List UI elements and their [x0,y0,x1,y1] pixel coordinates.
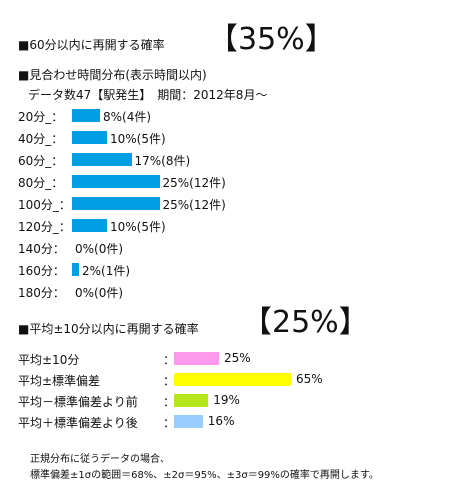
dist-value-label: 17%(8件) [134,154,191,168]
dist-category-label: 140分： [18,242,65,256]
prob-value-label: 65% [296,372,323,386]
dist-category-label: 100分_： [18,198,71,212]
dist-value-label: 2%(1件) [82,264,131,278]
prob-category-label: 平均＋標準偏差より後 [18,416,138,430]
section1-heading: ■60分以内に再開する確率 [18,38,165,52]
prob-colon: ： [163,395,176,409]
dist-value-label: 10%(5件) [110,132,166,146]
section3-heading: ■平均±10分以内に再開する確率 [18,322,199,336]
dist-bar [72,131,107,144]
dist-value-label: 10%(5件) [110,220,166,234]
dist-value-label: 25%(12件) [162,176,226,190]
prob-colon: ： [163,416,176,430]
prob-category-label: 平均±標準偏差 [18,374,101,388]
dist-value-label: 0%(0件) [75,286,124,300]
prob-colon: ： [163,374,176,388]
dist-category-label: 120分_： [18,220,71,234]
prob-value-label: 19% [213,393,240,407]
dist-category-label: 180分： [18,286,65,300]
dist-category-label: 60分_： [18,154,64,168]
dist-bar [72,263,79,276]
prob-colon: ： [163,353,176,367]
section1-big-value: 【35%】 [208,22,335,57]
prob-value-label: 25% [224,351,251,365]
footnote-line2: 標準偏差±1σの範囲＝68%、±2σ＝95%、±3σ＝99%の確率で再開します。 [30,470,379,481]
prob-bar [174,415,203,428]
dist-category-label: 160分： [18,264,65,278]
footnote-line1: 正規分布に従うデータの場合、 [30,454,170,465]
dist-bar [72,109,100,122]
dist-value-label: 8%(4件) [103,110,152,124]
dist-value-label: 25%(12件) [162,198,226,212]
dist-category-label: 40分_： [18,132,64,146]
section3-big-value: 【25%】 [242,305,369,340]
dist-bar [72,219,107,232]
section2-heading: ■見合わせ時間分布(表示時間以内) [18,68,207,82]
dist-category-label: 20分_： [18,110,64,124]
prob-bar [174,373,291,386]
section2-subheading: データ数47【駅発生】 期間：2012年8月～ [28,88,268,102]
dist-bar [72,153,132,166]
dist-bar [72,197,160,210]
dist-category-label: 80分_： [18,176,64,190]
prob-bar [174,394,209,407]
prob-category-label: 平均－標準偏差より前 [18,395,138,409]
prob-value-label: 16% [207,414,235,428]
dist-value-label: 0%(0件) [75,242,124,256]
dist-bar [72,175,160,188]
prob-category-label: 平均±10分 [18,353,80,367]
prob-bar [174,352,219,365]
